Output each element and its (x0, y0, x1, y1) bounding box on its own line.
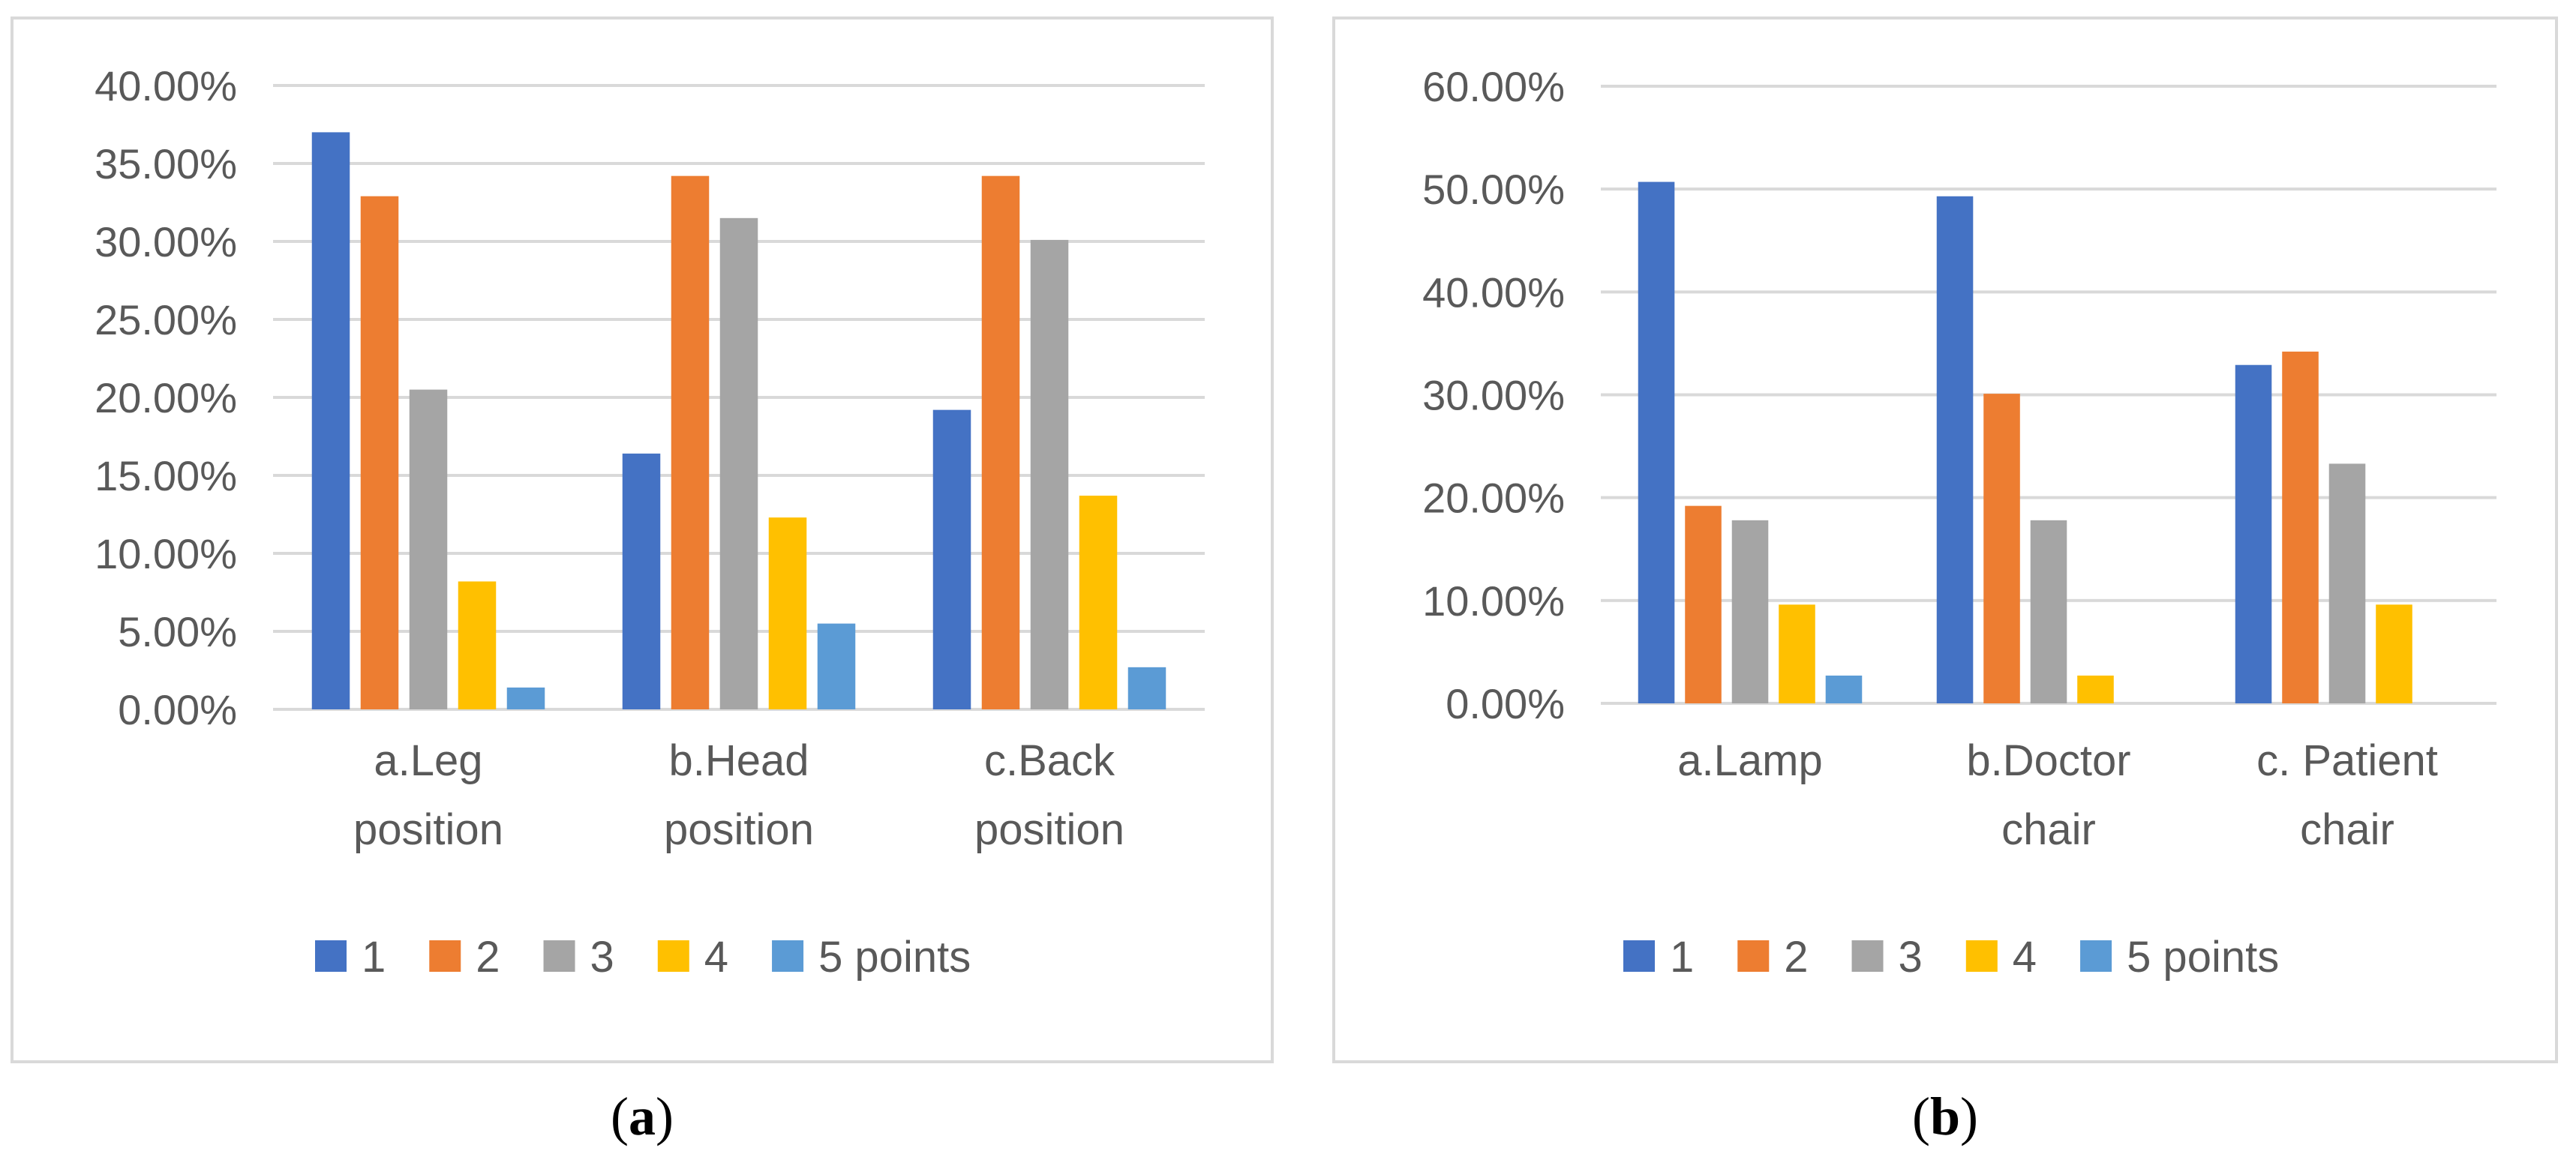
chart-b-bar-b-doctor-chair-series-2 (1983, 394, 2020, 703)
chart-a-bar-b-head-position-series-4 (768, 517, 807, 709)
chart-a-category-label: c.Back (984, 736, 1115, 785)
chart-a-legend-swatch-3 (543, 940, 575, 972)
chart-b-y-tick-label: 10.00% (1422, 577, 1565, 625)
chart-b-legend-swatch-1 (1623, 940, 1655, 972)
chart-b-legend-label-3: 3 (1899, 933, 1923, 982)
chart-b-legend-swatch-2 (1737, 940, 1770, 972)
chart-b-y-tick-label: 50.00% (1422, 166, 1565, 213)
chart-a-bar-b-head-position-series-1 (622, 453, 661, 709)
caption-a: (a) (611, 1087, 674, 1147)
chart-b-bar-b-doctor-chair-series-4 (2077, 675, 2114, 703)
chart-a-bar-b-head-position-series-3 (719, 217, 758, 709)
chart-b-category-label: chair (2001, 805, 2096, 854)
chart-b-bar-a-lamp-series-3 (1731, 520, 1769, 703)
chart-a-bar-c-back-position-series-1 (932, 409, 971, 709)
chart-a-legend-label-4: 4 (704, 933, 728, 982)
chart-a-y-tick-label: 30.00% (95, 218, 237, 265)
chart-b-bar-a-lamp-series-1 (1638, 181, 1675, 703)
chart-a-legend-label-1: 1 (362, 933, 386, 982)
chart-a-y-tick-label: 20.00% (95, 374, 237, 421)
chart-b-y-tick-label: 40.00% (1422, 268, 1565, 316)
chart-a-y-tick-label: 0.00% (118, 686, 237, 733)
chart-b-bar-b-doctor-chair-series-1 (1936, 196, 1974, 703)
chart-b-legend-swatch-3 (1851, 940, 1884, 972)
chart-b-bar-a-lamp-series-5-points (1825, 675, 1863, 703)
chart-b-category-label: b.Doctor (1966, 736, 2130, 785)
chart-a-bar-a-leg-position-series-4 (458, 581, 497, 709)
chart-a-y-tick-label: 15.00% (95, 452, 237, 499)
chart-a-bar-c-back-position-series-3 (1030, 239, 1069, 709)
chart-b-bar-c-patient-chair-series-4 (2376, 604, 2412, 703)
chart-a-svg: 0.00% 5.00% 10.00% 15.00% 20.00% 25.00% 30.00%… (95, 62, 1205, 982)
chart-a-bar-a-leg-position-series-1 (311, 132, 350, 709)
chart-b-y-tick-label: 0.00% (1446, 680, 1565, 727)
chart-a-category-label: position (974, 805, 1124, 854)
chart-b-legend-swatch-4 (1965, 940, 1998, 972)
chart-b-bar-a-lamp-series-4 (1779, 604, 1815, 703)
chart-panel-b: 0.00% 10.00% 20.00% 30.00% 40.00% 50.00% 60.00… (1332, 16, 2558, 1063)
chart-a-bar-c-back-position-series-5-points (1127, 667, 1166, 709)
chart-a-y-tick-label: 40.00% (95, 62, 237, 109)
chart-a-bar-a-leg-position-series-2 (360, 196, 399, 709)
chart-a-category-label: position (664, 805, 814, 854)
chart-b-y-tick-label: 20.00% (1422, 475, 1565, 522)
chart-b-legend-swatch-5-points (2080, 940, 2112, 972)
chart-b-legend-label-5-points: 5 points (2127, 933, 2279, 982)
chart-b-y-tick-label: 30.00% (1422, 372, 1565, 419)
chart-a-bar-b-head-position-series-5-points (817, 623, 856, 709)
chart-b-bar-b-doctor-chair-series-3 (2030, 520, 2067, 703)
chart-a-legend-label-2: 2 (476, 933, 500, 982)
chart-a-legend-swatch-1 (315, 940, 347, 972)
chart-b-legend-label-2: 2 (1784, 933, 1808, 982)
chart-b-bar-c-patient-chair-series-2 (2282, 351, 2319, 703)
chart-a-bar-a-leg-position-series-3 (409, 389, 448, 709)
chart-b-category-label: c. Patient (2256, 736, 2438, 785)
chart-a-legend-label-5-points: 5 points (818, 933, 971, 982)
caption-b: (b) (1911, 1087, 1979, 1147)
chart-a-y-tick-label: 5.00% (118, 608, 237, 655)
chart-b-y-tick-label: 60.00% (1422, 63, 1565, 110)
chart-b-category-label: chair (2300, 805, 2394, 854)
chart-b-legend-label-4: 4 (2013, 933, 2037, 982)
chart-a-legend-swatch-2 (429, 940, 461, 972)
chart-a-category-label: b.Head (668, 736, 809, 785)
chart-a-y-tick-label: 35.00% (95, 140, 237, 187)
chart-panel-a: 0.00% 5.00% 10.00% 15.00% 20.00% 25.00% 30.00%… (11, 16, 1274, 1063)
chart-b-category-label: a.Lamp (1677, 736, 1822, 785)
chart-a-category-label: position (353, 805, 503, 854)
chart-a-bar-b-head-position-series-2 (671, 175, 710, 709)
chart-a-legend-label-3: 3 (590, 933, 614, 982)
chart-b-svg: 0.00% 10.00% 20.00% 30.00% 40.00% 50.00% 60.00… (1422, 63, 2496, 982)
chart-a-legend-swatch-4 (657, 940, 689, 972)
chart-a-legend-swatch-5-points (772, 940, 804, 972)
chart-a-bar-c-back-position-series-2 (981, 175, 1020, 709)
chart-b-bar-c-patient-chair-series-3 (2328, 463, 2366, 703)
chart-b-legend-label-1: 1 (1670, 933, 1694, 982)
chart-a-y-tick-label: 10.00% (95, 530, 237, 577)
chart-a-bar-c-back-position-series-4 (1079, 496, 1118, 709)
chart-a-y-tick-label: 25.00% (95, 296, 237, 343)
chart-b-bar-c-patient-chair-series-1 (2235, 364, 2272, 703)
chart-b-bar-a-lamp-series-2 (1685, 505, 1722, 703)
chart-a-category-label: a.Leg (374, 736, 482, 785)
chart-a-bar-a-leg-position-series-5-points (506, 687, 545, 709)
